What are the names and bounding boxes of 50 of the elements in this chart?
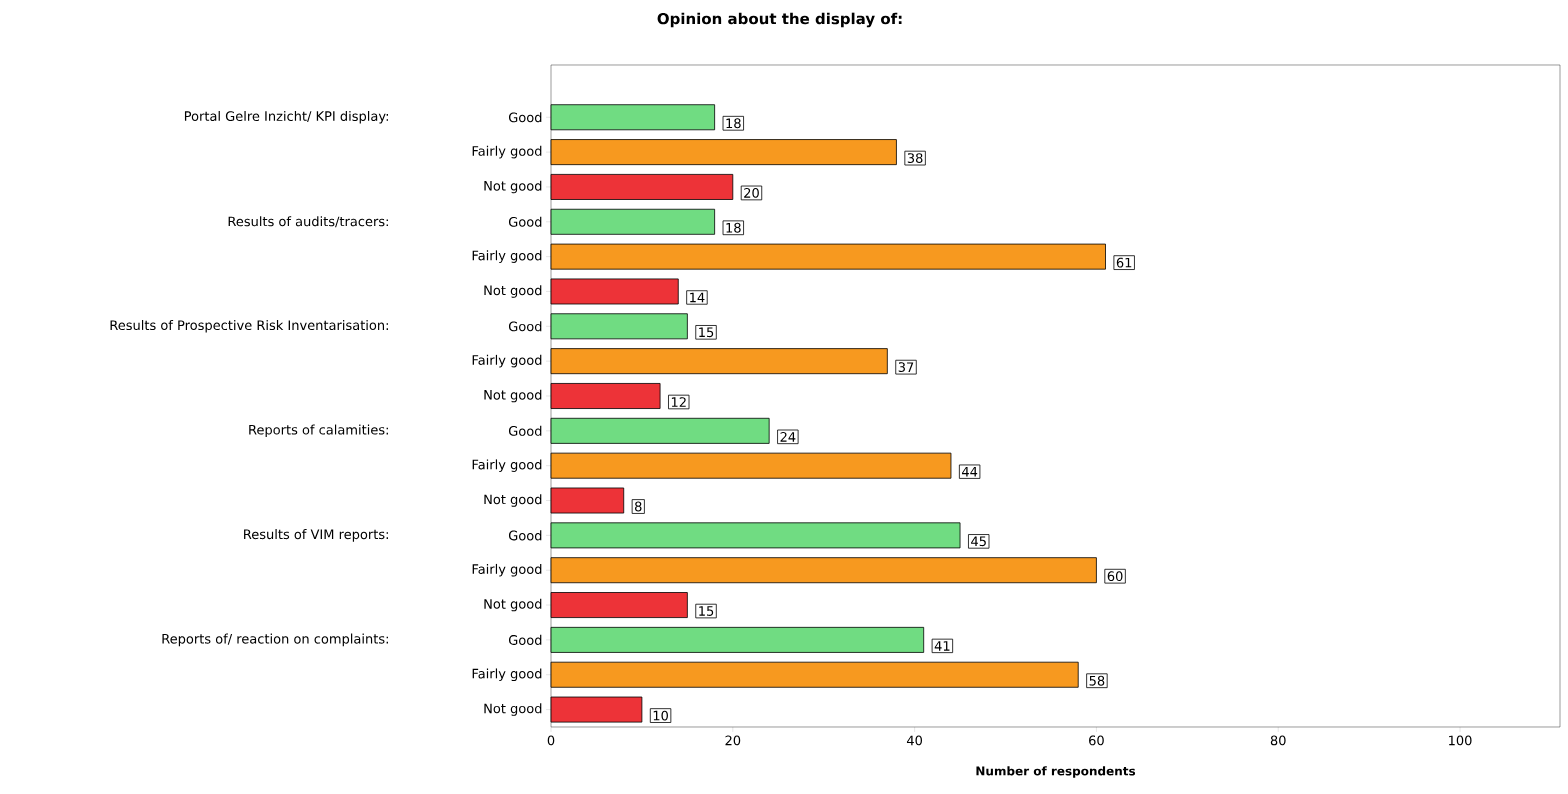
y-tick-label: Fairly good [472, 563, 542, 577]
text: Portal Gelre Inzicht/ KPI display: [184, 110, 388, 124]
y-tick-label: Good [508, 321, 542, 332]
data-label: 10 [653, 710, 668, 721]
y-tick-label: Not good [484, 703, 542, 716]
y-tick-label: Fairly good [472, 459, 542, 472]
data-label: 60 [1107, 571, 1123, 582]
data-label: 41 [934, 641, 950, 651]
text: Results of audits/tracers: [228, 216, 388, 228]
x-tick-label: 60 [1089, 735, 1104, 746]
y-tick-label: Fairly good [472, 668, 542, 682]
y-tick-label: Good [508, 634, 542, 645]
y-tick-label: Fairly good [472, 250, 542, 263]
text: Results of Prospective Risk Inventarisation: [110, 320, 388, 333]
y-tick-label: Not good [484, 285, 542, 298]
y-tick-label: Not good [484, 494, 542, 507]
text: Results of VIM reports: [244, 529, 388, 542]
data-label: 24 [780, 432, 796, 442]
y-tick-label: Good [508, 425, 542, 436]
data-label: 58 [1089, 675, 1105, 686]
y-tick-label: Good [508, 112, 542, 123]
data-label: 45 [971, 536, 986, 547]
y-tick-label: Not good [484, 598, 542, 612]
x-tick-label: 100 [1449, 735, 1472, 746]
data-label: 38 [907, 153, 923, 164]
chart-title: Opinion about the display of: [657, 12, 902, 28]
x-axis-title: Number of respondents [976, 766, 1136, 778]
x-tick-label: 20 [725, 735, 741, 746]
x-tick-label: 80 [1270, 735, 1286, 746]
y-tick-label: Fairly good [472, 145, 542, 159]
text: Reports of calamities: [249, 424, 388, 438]
data-label: 20 [744, 188, 759, 198]
y-tick-label: Not good [484, 389, 542, 403]
data-label: 18 [726, 222, 741, 233]
y-tick-label: Fairly good [472, 354, 542, 368]
text: Reports of/ reaction on complaints: [162, 633, 388, 647]
data-label: 8 [635, 501, 642, 512]
data-label: 15 [699, 606, 714, 616]
x-tick-label: 0 [547, 735, 555, 746]
data-label: 44 [962, 466, 978, 477]
x-tick-label: 40 [906, 735, 923, 746]
data-label: 12 [671, 397, 686, 407]
data-label: 14 [690, 292, 705, 303]
data-label: 61 [1116, 257, 1132, 268]
data-label: 37 [898, 362, 914, 373]
data-label: 15 [699, 327, 714, 338]
data-label: 18 [726, 118, 741, 129]
y-tick-label: Not good [484, 180, 542, 194]
y-tick-label: Good [508, 216, 542, 227]
y-tick-label: Good [508, 530, 542, 541]
